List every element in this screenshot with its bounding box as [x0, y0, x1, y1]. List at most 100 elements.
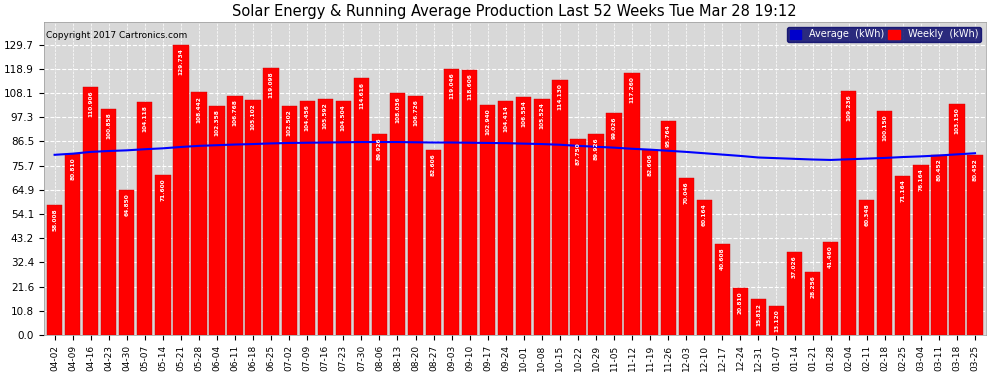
Text: 104.504: 104.504	[341, 105, 346, 131]
Bar	[678, 178, 694, 335]
Bar	[209, 106, 225, 335]
Bar	[750, 300, 766, 335]
Text: 102.940: 102.940	[485, 108, 490, 135]
Bar	[426, 150, 442, 335]
Bar	[318, 99, 333, 335]
Text: 40.608: 40.608	[720, 248, 725, 270]
Bar	[83, 87, 98, 335]
Text: 108.442: 108.442	[196, 96, 202, 123]
Text: 71.600: 71.600	[160, 178, 165, 201]
Bar	[588, 134, 604, 335]
Bar	[859, 200, 874, 335]
Title: Solar Energy & Running Average Production Last 52 Weeks Tue Mar 28 19:12: Solar Energy & Running Average Productio…	[233, 4, 797, 19]
Text: 100.150: 100.150	[882, 114, 887, 141]
Bar	[913, 165, 929, 335]
Bar	[155, 175, 170, 335]
Text: 108.036: 108.036	[395, 97, 400, 123]
Text: 102.502: 102.502	[287, 109, 292, 136]
Bar	[535, 99, 549, 335]
Text: 110.906: 110.906	[88, 90, 93, 117]
Bar	[263, 69, 279, 335]
Bar	[715, 244, 730, 335]
Text: 71.164: 71.164	[900, 179, 905, 202]
Text: 106.726: 106.726	[413, 99, 418, 126]
Text: 129.734: 129.734	[178, 48, 183, 75]
Text: Copyright 2017 Cartronics.com: Copyright 2017 Cartronics.com	[46, 31, 187, 40]
Text: 76.164: 76.164	[919, 168, 924, 191]
Bar	[660, 121, 676, 335]
Text: 119.046: 119.046	[449, 72, 454, 99]
Bar	[390, 93, 405, 335]
Bar	[246, 100, 260, 335]
Text: 41.460: 41.460	[828, 246, 834, 268]
Text: 105.592: 105.592	[323, 102, 328, 129]
Bar	[877, 111, 892, 335]
Text: 104.456: 104.456	[305, 105, 310, 132]
Text: 105.102: 105.102	[250, 103, 255, 130]
Text: 106.768: 106.768	[233, 99, 238, 126]
Text: 64.850: 64.850	[125, 193, 130, 216]
Bar	[787, 252, 802, 335]
Bar	[697, 200, 712, 335]
Legend: Average  (kWh), Weekly  (kWh): Average (kWh), Weekly (kWh)	[787, 27, 981, 42]
Text: 104.118: 104.118	[143, 105, 148, 132]
Bar	[805, 272, 821, 335]
Bar	[570, 139, 586, 335]
Text: 100.858: 100.858	[106, 112, 111, 140]
Text: 80.452: 80.452	[937, 158, 941, 181]
Text: 118.606: 118.606	[467, 73, 472, 100]
Bar	[823, 242, 839, 335]
Bar	[462, 70, 477, 335]
Text: 89.926: 89.926	[594, 137, 599, 160]
Bar	[498, 101, 514, 335]
Text: 80.810: 80.810	[70, 158, 75, 180]
Text: 58.008: 58.008	[52, 209, 57, 231]
Bar	[516, 96, 532, 335]
Bar	[625, 73, 640, 335]
Text: 82.606: 82.606	[431, 153, 436, 176]
Text: 80.452: 80.452	[972, 158, 977, 181]
Bar	[643, 150, 657, 335]
Text: 105.524: 105.524	[540, 102, 545, 129]
Text: 109.236: 109.236	[846, 94, 851, 121]
Bar	[372, 134, 387, 335]
Text: 95.764: 95.764	[665, 124, 670, 147]
Bar	[480, 105, 495, 335]
Text: 99.026: 99.026	[612, 117, 617, 139]
Bar	[353, 78, 369, 335]
Bar	[841, 90, 856, 335]
Bar	[228, 96, 243, 335]
Text: 104.414: 104.414	[503, 105, 508, 132]
Text: 114.130: 114.130	[557, 83, 562, 110]
Text: 82.606: 82.606	[647, 153, 652, 176]
Bar	[444, 69, 459, 335]
Text: 70.046: 70.046	[684, 182, 689, 204]
Text: 114.616: 114.616	[359, 82, 364, 109]
Text: 37.026: 37.026	[792, 255, 797, 278]
Bar	[408, 96, 423, 335]
Text: 87.750: 87.750	[575, 142, 580, 165]
Text: 103.150: 103.150	[954, 108, 959, 134]
Bar	[769, 306, 784, 335]
Bar	[173, 45, 188, 335]
Bar	[932, 155, 946, 335]
Text: 89.926: 89.926	[377, 137, 382, 160]
Text: 13.120: 13.120	[774, 309, 779, 332]
Bar	[191, 92, 207, 335]
Text: 20.810: 20.810	[738, 292, 742, 314]
Bar	[65, 154, 80, 335]
Bar	[607, 113, 622, 335]
Bar	[138, 102, 152, 335]
Text: 117.260: 117.260	[630, 76, 635, 103]
Bar	[336, 101, 351, 335]
Bar	[47, 205, 62, 335]
Bar	[733, 288, 748, 335]
Bar	[552, 80, 567, 335]
Text: 15.812: 15.812	[756, 303, 761, 326]
Text: 119.098: 119.098	[268, 72, 273, 99]
Text: 60.164: 60.164	[702, 204, 707, 226]
Bar	[300, 101, 315, 335]
Bar	[895, 176, 911, 335]
Text: 102.358: 102.358	[215, 109, 220, 136]
Bar	[119, 190, 135, 335]
